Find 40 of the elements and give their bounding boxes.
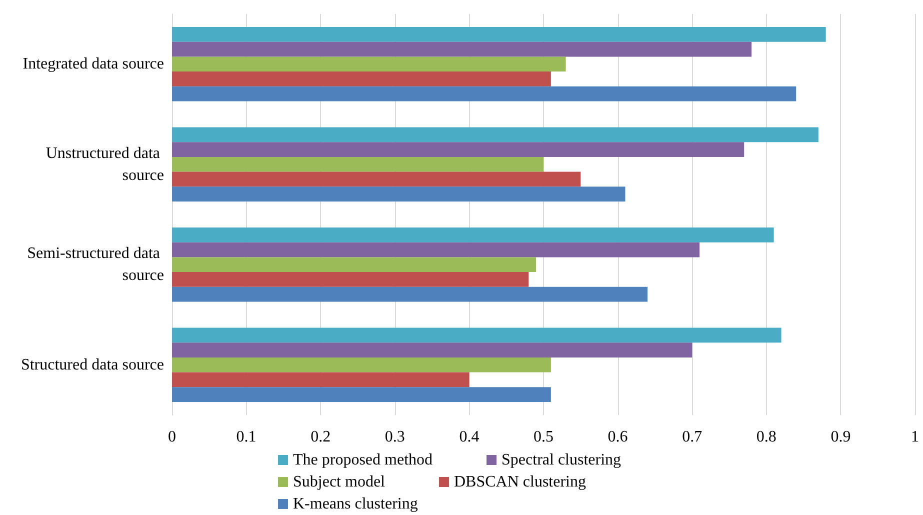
bar xyxy=(172,328,782,343)
legend-label: K-means clustering xyxy=(293,496,466,512)
bar xyxy=(172,342,692,358)
bar xyxy=(172,156,544,172)
bar xyxy=(172,186,626,202)
bar xyxy=(172,286,648,302)
x-tick-label: 0.3 xyxy=(384,428,405,446)
bar xyxy=(172,56,566,72)
x-tick-label: 1 xyxy=(911,428,919,446)
x-tick-label: 0.8 xyxy=(756,428,776,446)
bar xyxy=(172,257,536,272)
bar xyxy=(172,72,551,86)
x-tick-label: 0.4 xyxy=(459,428,480,446)
bar xyxy=(172,172,581,187)
x-tick-label: 0.6 xyxy=(608,428,628,446)
y-tick-label: Structured data source xyxy=(20,356,164,374)
legend-label: The proposed method xyxy=(293,452,481,468)
bar xyxy=(172,27,826,42)
x-tick-label: 0.2 xyxy=(310,428,331,446)
x-tick-label: 0.9 xyxy=(830,428,851,446)
y-tick-label: Integrated data source xyxy=(22,56,164,73)
legend-label: Spectral clustering xyxy=(502,452,670,468)
bar xyxy=(172,357,551,372)
bar xyxy=(172,42,752,57)
bar xyxy=(172,272,529,287)
bar xyxy=(172,142,744,157)
bar xyxy=(172,228,774,242)
x-tick-label: 0.7 xyxy=(682,428,702,446)
bar xyxy=(172,86,796,102)
bar xyxy=(172,127,818,142)
x-tick-label: 0 xyxy=(168,428,176,446)
bar xyxy=(172,387,551,402)
y-tick-label: Semi-structured data source xyxy=(27,245,164,284)
x-tick-label: 0.5 xyxy=(534,428,554,446)
y-tick-label: Unstructured data source xyxy=(46,144,164,184)
legend-label: Subject model xyxy=(293,474,433,490)
x-tick-label: 0.1 xyxy=(236,428,256,446)
bar xyxy=(172,242,700,258)
legend-label: DBSCAN clustering xyxy=(454,474,634,490)
bar xyxy=(172,372,470,388)
